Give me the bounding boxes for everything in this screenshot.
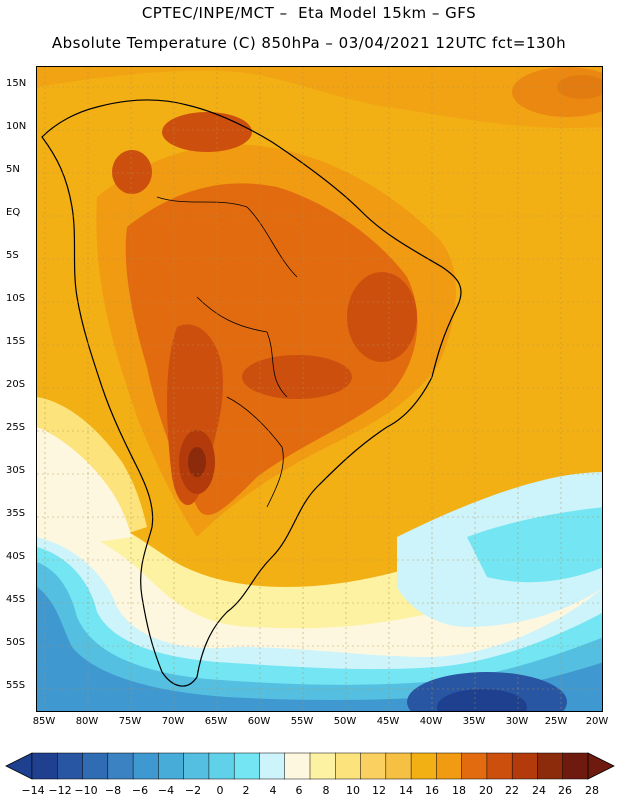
colorbar-label: 2 [242, 784, 250, 797]
colorbar-label: 16 [425, 784, 439, 797]
colorbar-cell [233, 752, 260, 780]
colorbar-label: 4 [269, 784, 277, 797]
north-ocean-orange [37, 67, 602, 128]
gran-chaco-core [242, 355, 352, 399]
colorbar-cell [309, 752, 336, 780]
colorbar-label: 28 [585, 784, 599, 797]
lat-label: 35S [6, 508, 26, 519]
colorbar-cell [537, 752, 564, 780]
lon-label: 60W [247, 716, 271, 727]
colorbar-cell [562, 752, 589, 780]
colorbar-min-arrow [5, 752, 33, 780]
colorbar-label: 8 [322, 784, 330, 797]
colorbar-cell [259, 752, 286, 780]
venezuela-core [162, 112, 252, 152]
temperature-map [37, 67, 602, 711]
pacific-cream [37, 427, 132, 542]
colorbar-cell [486, 752, 513, 780]
colorbar-label: −4 [157, 784, 175, 797]
lon-label: 70W [161, 716, 185, 727]
lat-label: 5N [6, 164, 20, 175]
colorbar-label: 22 [505, 784, 519, 797]
lon-label: 85W [32, 716, 56, 727]
colorbar-cell [461, 752, 488, 780]
lon-label: 55W [290, 716, 314, 727]
colorbar-label: −10 [74, 784, 98, 797]
colorbar-cell [82, 752, 109, 780]
colorbar-cell [360, 752, 387, 780]
colorbar-cell [132, 752, 159, 780]
colorbar-cell [31, 752, 58, 780]
colorbar-label: 14 [399, 784, 413, 797]
lon-label: 40W [419, 716, 443, 727]
colorbar-label: 6 [295, 784, 303, 797]
colorbar-label: 26 [558, 784, 572, 797]
colorbar-cell [511, 752, 538, 780]
colorbar [5, 752, 615, 780]
lat-label: 25S [6, 422, 26, 433]
colorbar-cell [385, 752, 412, 780]
lon-label: 20W [585, 716, 609, 727]
colorbar-cell [436, 752, 463, 780]
atlantic-cyan-tongue [467, 507, 602, 583]
lat-label: 40S [6, 551, 26, 562]
colorbar-cell [107, 752, 134, 780]
lon-label: 35W [462, 716, 486, 727]
lat-label: 15S [6, 336, 26, 347]
colorbar-label: 10 [346, 784, 360, 797]
lat-label: EQ [6, 207, 21, 218]
colorbar-label: 18 [452, 784, 466, 797]
lon-label: 65W [204, 716, 228, 727]
colorbar-label: −14 [21, 784, 45, 797]
colorbar-label: −12 [48, 784, 72, 797]
northeast-brazil-core [347, 272, 417, 362]
lat-label: 10N [6, 121, 27, 132]
colorbar-cell [57, 752, 84, 780]
colorbar-label: 12 [372, 784, 386, 797]
lon-label: 30W [505, 716, 529, 727]
lat-label: 10S [6, 293, 26, 304]
chart-title-line1: CPTEC/INPE/MCT – Eta Model 15km – GFS [141, 4, 477, 22]
cool-band-cyan [37, 547, 602, 711]
colorbar-label: 0 [216, 784, 224, 797]
country-borders [156, 196, 298, 508]
chart-title-line2: Absolute Temperature (C) 850hPa – 03/04/… [51, 34, 567, 52]
colorbar-cell [335, 752, 362, 780]
lon-label: 50W [333, 716, 357, 727]
lat-label: 45S [6, 594, 26, 605]
map-panel [36, 66, 603, 712]
lon-label: 45W [376, 716, 400, 727]
colorbar-label: −8 [104, 784, 122, 797]
colorbar-label: 20 [479, 784, 493, 797]
lat-label: 50S [6, 637, 26, 648]
colorbar-max-arrow [587, 752, 615, 780]
colorbar-cell [284, 752, 311, 780]
lat-label: 5S [6, 250, 19, 261]
colorbar-cell [208, 752, 235, 780]
lat-label: 55S [6, 680, 26, 691]
colorbar-cell [183, 752, 210, 780]
lon-label: 25W [544, 716, 568, 727]
lat-label: 30S [6, 465, 26, 476]
colorbar-cell [158, 752, 185, 780]
colorbar-label: −6 [131, 784, 149, 797]
colombia-core [112, 150, 152, 194]
continent-coastline [41, 99, 462, 687]
south-atlantic-cold-core [437, 689, 527, 711]
colorbar-label: −2 [184, 784, 202, 797]
high-plateau-peak [188, 447, 206, 477]
lon-label: 80W [75, 716, 99, 727]
colorbar-cell [410, 752, 437, 780]
lat-label: 15N [6, 78, 27, 89]
lat-label: 20S [6, 379, 26, 390]
lon-label: 75W [118, 716, 142, 727]
colorbar-cells [31, 752, 589, 780]
colorbar-label: 24 [532, 784, 546, 797]
